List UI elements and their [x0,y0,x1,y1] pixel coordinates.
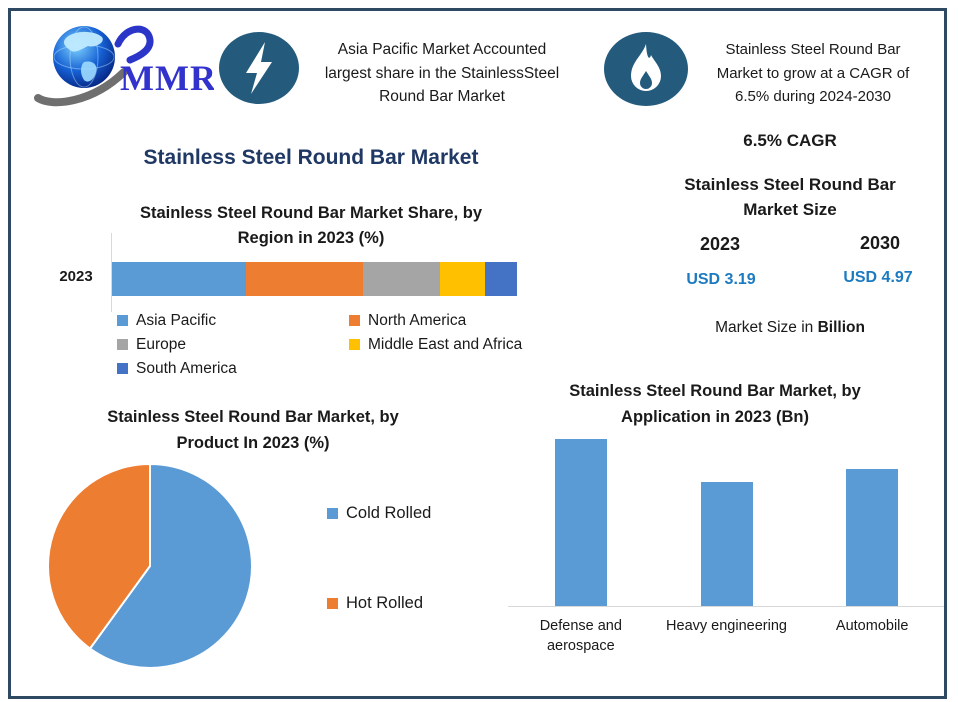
legend-label: North America [368,311,467,329]
legend-label: South America [136,359,237,377]
flame-glyph [631,44,661,91]
flame-inner [640,71,652,89]
bar-heavy-engineering [700,482,753,606]
application-chart-title: Stainless Steel Round Bar Market, by App… [569,382,861,426]
fact1-line: Round Bar Market [379,88,505,105]
flame-icon [604,32,688,106]
bar-slot [508,430,654,606]
product-chart-title: Stainless Steel Round Bar Market, by Pro… [107,408,399,452]
logo-swoosh-gray [34,68,128,107]
legend-label: Middle East and Africa [368,335,523,353]
fact1-line: Asia Pacific Market Accounted [337,41,547,58]
region-chart-title: Stainless Steel Round Bar Market Share, … [139,204,483,247]
market-size-value-start: USD 3.19 [686,271,756,288]
bar-defense-and-aerospace [554,439,607,606]
product-pie-chart [47,463,253,669]
bar-category-text: Heavy engineering [666,618,787,634]
bar-category-text: Automobile [835,618,909,634]
region-bar-segment [363,262,441,296]
legend-item: North America [349,310,565,331]
market-size-unit: Billion [817,319,865,336]
fact2-line: 6.5% during 2024-2030 [735,88,891,105]
fact2-text: Stainless Steel Round Bar Market to grow… [693,38,933,109]
application-chart-labels: Defense and aerospace Heavy engineering Au… [508,616,945,656]
lightning-icon [219,32,299,104]
region-bar-segment [440,262,485,296]
legend-label: Cold Rolled [346,504,432,522]
legend-label: Asia Pacific [136,311,217,329]
fact1-line: largest share in the StainlessSteel [324,64,560,82]
market-size-note: Market Size in Billion [715,319,865,336]
legend-swatch [327,508,338,519]
region-stacked-bar [112,262,517,296]
fact2-line: Market to grow at a CAGR of [716,64,910,82]
globe-continent-north [63,31,103,52]
market-size-value-end: USD 4.97 [843,269,913,286]
product-chart-legend: Cold Rolled Hot Rolled [327,503,507,614]
legend-swatch [349,339,360,350]
region-bar-segment [112,262,246,296]
legend-label: Europe [136,335,186,353]
pie-slice-cold-rolled [89,463,253,669]
legend-swatch [117,363,128,374]
legend-item: Hot Rolled [327,593,507,614]
page-title: Stainless Steel Round Bar Market [143,146,479,169]
legend-swatch [327,598,338,609]
legend-item: Asia Pacific [117,310,349,331]
region-chart-category-label: 2023 [59,268,93,285]
lightning-bolt-glyph [246,42,272,94]
legend-item: Europe [117,334,349,355]
legend-item: Middle East and Africa [349,334,565,355]
legend-swatch [117,315,128,326]
legend-swatch [117,339,128,350]
fact2-line: Stainless Steel Round Bar [725,41,901,58]
mmr-logo: MMR [34,25,214,107]
legend-item: South America [117,358,349,379]
bar-category-label: Automobile [799,616,945,656]
market-size-year-start: 2023 [699,234,741,254]
region-bar-segment [484,262,517,296]
legend-label: Hot Rolled [346,594,424,612]
bar-slot [799,430,945,606]
cagr-value: 6.5% CAGR [743,131,837,150]
legend-item: Cold Rolled [327,503,507,524]
bar-automobile [846,469,899,606]
market-size-year-end: 2030 [859,233,901,253]
application-bar-chart [508,430,945,606]
fact1-text: Asia Pacific Market Accounted largest sh… [291,38,593,109]
globe-continent-south [81,61,97,82]
region-chart-axis-line [111,233,112,312]
application-chart-axis-line [508,606,945,607]
bar-category-label: Heavy engineering [654,616,800,656]
bar-category-label: Defense and aerospace [508,616,654,656]
region-chart-legend: Asia Pacific North America Europe Middle Ea… [117,310,565,379]
logo-swoosh-blue [114,25,154,64]
pie-slice-hot-rolled [47,463,151,650]
legend-swatch [349,315,360,326]
bar-category-text: Defense and aerospace [539,618,622,654]
market-size-title: Stainless Steel Round Bar Market Size [684,175,896,219]
logo-text: MMR [120,58,214,98]
region-bar-segment [245,262,364,296]
bar-slot [654,430,800,606]
